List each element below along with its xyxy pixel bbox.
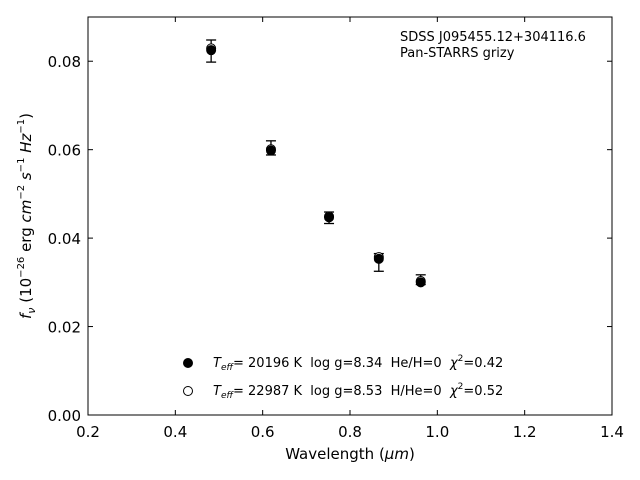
model-point-filled <box>324 212 335 223</box>
x-tick-label: 1.4 <box>600 423 624 441</box>
x-tick-label: 1.2 <box>513 423 537 441</box>
data-points <box>206 43 426 288</box>
x-tick-label: 0.6 <box>251 423 275 441</box>
legend-marker-open <box>183 386 193 396</box>
legend-entry-2: Teff= 22987 K log g=8.53 H/He=0 χ2=0.52 <box>213 382 503 401</box>
y-tick-label: 0.04 <box>48 230 81 248</box>
object-name-annotation: SDSS J095455.12+304116.6 <box>400 30 586 45</box>
y-tick-label: 0.08 <box>48 53 81 71</box>
y-tick-label: 0.02 <box>48 319 81 337</box>
x-tick-label: 1.0 <box>425 423 449 441</box>
x-tick-label: 0.4 <box>163 423 187 441</box>
y-axis-ticks: 0.00 0.02 0.04 0.06 0.08 <box>48 53 612 425</box>
model-point-filled <box>206 45 217 56</box>
y-tick-label: 0.06 <box>48 142 81 160</box>
legend: Teff= 20196 K log g=8.34 He/H=0 χ2=0.42 … <box>183 354 503 401</box>
x-axis-label: Wavelength (μm) <box>285 445 415 463</box>
legend-marker-filled <box>183 358 193 368</box>
x-tick-label: 0.2 <box>76 423 100 441</box>
legend-entry-1: Teff= 20196 K log g=8.34 He/H=0 χ2=0.42 <box>213 354 503 373</box>
x-tick-label: 0.8 <box>338 423 362 441</box>
survey-annotation: Pan-STARRS grizy <box>400 46 515 61</box>
x-axis-ticks: 0.2 0.4 0.6 0.8 1.0 1.2 1.4 <box>76 17 624 441</box>
model-point-filled <box>265 145 276 156</box>
y-axis-label: fν (10−26 erg cm−2 s−1 Hz−1) <box>16 113 38 319</box>
model-point-filled <box>373 253 384 264</box>
model-point-filled <box>415 277 426 288</box>
y-tick-label: 0.00 <box>48 407 81 425</box>
